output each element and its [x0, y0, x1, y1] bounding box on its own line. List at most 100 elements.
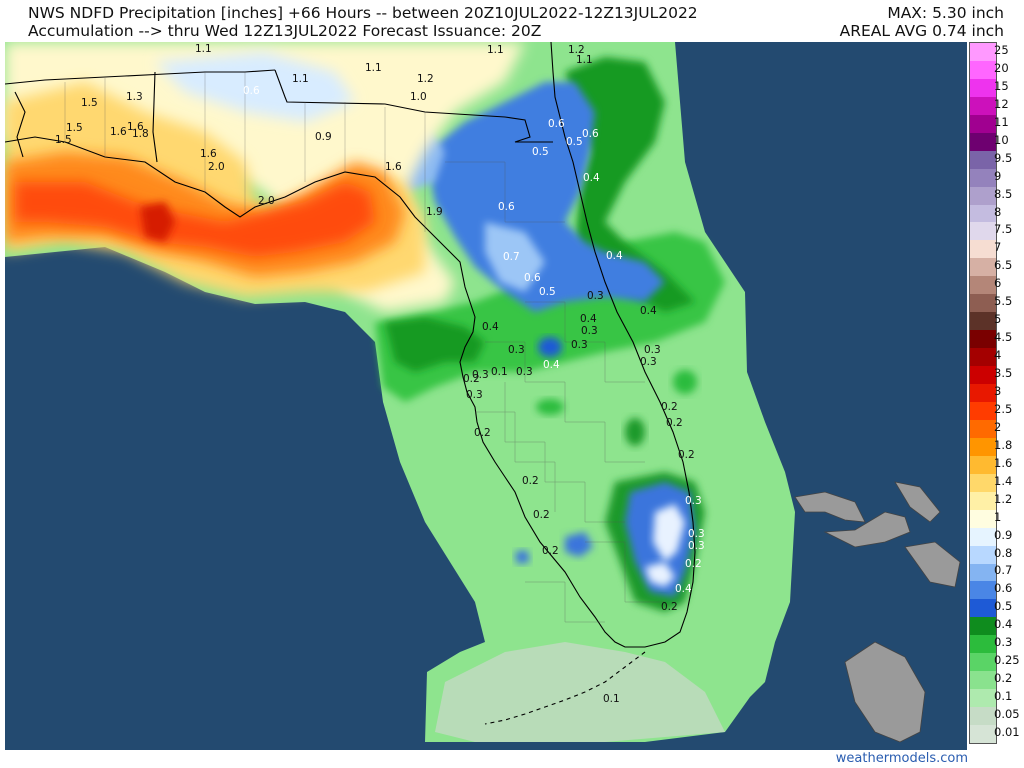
legend-tick-label: 8.5: [994, 186, 1013, 201]
map-title-line1: NWS NDFD Precipitation [inches] +66 Hour…: [28, 4, 698, 22]
legend-swatch: [970, 78, 996, 97]
legend-tick-label: 0.5: [994, 599, 1013, 614]
contour-label: 0.2: [661, 401, 678, 413]
legend-tick-label: 1.8: [994, 437, 1013, 452]
contour-label: 1.5: [55, 134, 72, 146]
legend-swatch: [970, 366, 996, 385]
legend-swatch: [970, 563, 996, 582]
precip-field: [5, 42, 795, 742]
legend-tick-label: 0.2: [994, 671, 1013, 686]
contour-label: 1.1: [365, 62, 382, 74]
contour-label: 1.6: [110, 126, 127, 138]
contour-label: 0.4: [482, 321, 499, 333]
legend-tick-label: 0.7: [994, 563, 1013, 578]
contour-label: 0.3: [640, 356, 657, 368]
contour-label: 0.2: [685, 558, 702, 570]
legend-tick-label: 1.4: [994, 473, 1013, 488]
field-blue: [425, 82, 665, 312]
contour-label: 0.5: [539, 286, 556, 298]
legend-swatch: [970, 527, 996, 546]
legend-tick-label: 0.05: [994, 707, 1020, 722]
legend-swatch: [970, 545, 996, 564]
contour-label: 0.3: [466, 389, 483, 401]
legend-swatch: [970, 401, 996, 420]
contour-label: 1.5: [66, 122, 83, 134]
contour-label: 0.2: [661, 601, 678, 613]
legend-tick-label: 8: [994, 204, 1002, 219]
contour-label: 1.0: [410, 91, 427, 103]
contour-label: 2.0: [258, 195, 275, 207]
contour-label: 0.3: [472, 369, 489, 381]
contour-label: 0.6: [243, 85, 260, 97]
field-deepred: [140, 202, 175, 242]
legend-tick-label: 1.2: [994, 491, 1013, 506]
contour-label: 0.3: [581, 325, 598, 337]
legend-tick-label: 5.5: [994, 294, 1013, 309]
legend-swatch: [970, 491, 996, 510]
legend-swatch: [970, 455, 996, 474]
legend-swatch: [970, 96, 996, 115]
county-lines: [64, 72, 665, 623]
map-canvas: 1.1 0.6 1.1 1.1 1.2 1.0 1.1 1.2 1.1 1.5 …: [5, 42, 967, 750]
field-sw-blob2: [515, 550, 530, 564]
contour-label: 1.6: [127, 121, 144, 133]
legend-tick-label: 2: [994, 419, 1002, 434]
legend-tick-label: 0.3: [994, 635, 1013, 650]
legend-swatch: [970, 114, 996, 133]
contour-label: 1.1: [195, 43, 212, 55]
field-keys: [435, 642, 725, 742]
legend-tick-label: 0.4: [994, 617, 1013, 632]
contour-label: 0.3: [688, 528, 705, 540]
field-darkgreen-center: [385, 317, 485, 372]
contour-label: 0.6: [524, 272, 541, 284]
contour-label: 0.1: [491, 366, 508, 378]
legend-tick-label: 7: [994, 240, 1002, 255]
legend-swatch: [970, 509, 996, 528]
field-bahamas-left: [733, 592, 773, 682]
precipitation-map: 1.1 0.6 1.1 1.1 1.2 1.0 1.1 1.2 1.1 1.5 …: [5, 42, 967, 750]
field-cell: [538, 337, 562, 357]
contour-label: 0.4: [640, 305, 657, 317]
legend-tick-label: 4: [994, 348, 1002, 363]
legend-tick-label: 4.5: [994, 330, 1013, 345]
contour-label: 0.7: [503, 251, 520, 263]
legend-swatch: [970, 258, 996, 277]
contour-label: 0.2: [542, 545, 559, 557]
legend-swatch: [970, 419, 996, 438]
contour-label: 0.3: [516, 366, 533, 378]
map-title-line2: Accumulation --> thru Wed 12Z13JUL2022 F…: [28, 22, 542, 40]
contour-label: 1.1: [576, 54, 593, 66]
color-legend: [969, 42, 997, 744]
contour-label: 1.3: [126, 91, 143, 103]
legend-tick-label: 3: [994, 384, 1002, 398]
legend-tick-label: 12: [994, 96, 1009, 111]
legend-swatch: [970, 671, 996, 690]
legend-swatch: [970, 707, 996, 726]
legend-tick-label: 3.5: [994, 366, 1013, 381]
field-cell: [536, 399, 564, 415]
legend-swatch: [970, 473, 996, 492]
field-blue-light2: [485, 222, 545, 292]
contour-label: 0.4: [675, 583, 692, 595]
contour-label: 0.2: [666, 417, 683, 429]
field-se-white2: [645, 562, 675, 587]
field-cell: [673, 370, 697, 394]
contour-label: 1.5: [81, 97, 98, 109]
contour-label: 0.3: [644, 344, 661, 356]
legend-swatch: [970, 312, 996, 331]
legend-swatch: [970, 294, 996, 313]
legend-swatch: [970, 240, 996, 259]
contour-label: 1.2: [568, 44, 585, 56]
legend-swatch: [970, 635, 996, 654]
contour-label: 0.4: [580, 313, 597, 325]
contour-label: 0.6: [548, 118, 565, 130]
contour-label: 0.4: [583, 172, 600, 184]
branding: weathermodels.com: [835, 751, 968, 766]
contour-label: 0.4: [606, 250, 623, 262]
max-value: MAX: 5.30 inch: [887, 4, 1004, 22]
legend-swatch: [970, 168, 996, 187]
contour-label: 0.3: [685, 495, 702, 507]
legend-tick-label: 2.5: [994, 401, 1013, 416]
legend-tick-label: 0.8: [994, 545, 1013, 560]
contour-label: 0.3: [508, 344, 525, 356]
